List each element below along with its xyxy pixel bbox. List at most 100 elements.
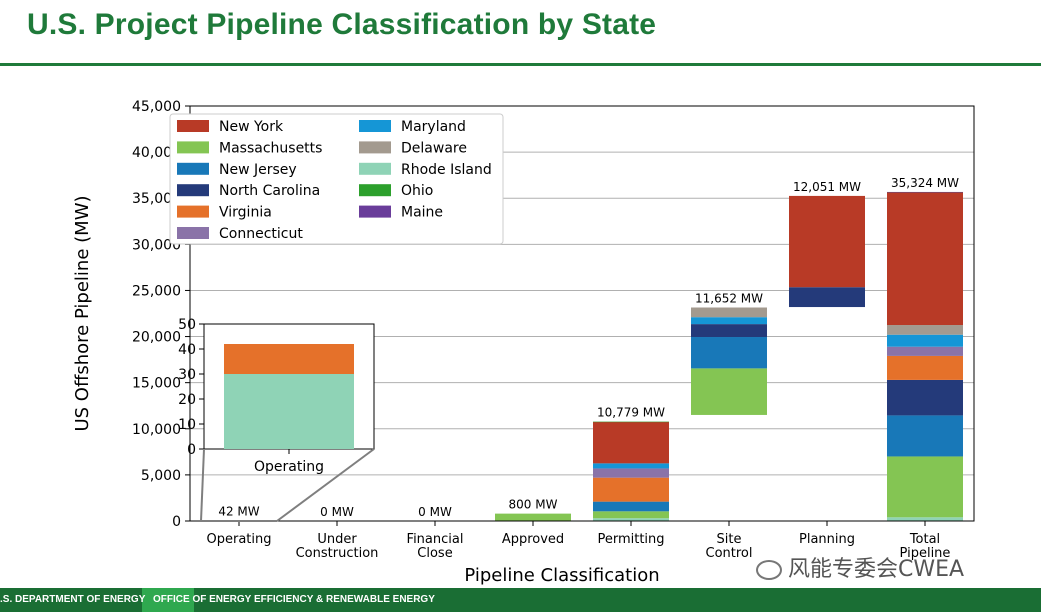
x-tick-label: Planning xyxy=(799,532,855,547)
y-tick-label: 40,000 xyxy=(132,145,181,161)
bar-total-label: 35,324 MW xyxy=(891,176,959,190)
bar-segment-ohio xyxy=(593,421,669,423)
bar-segment-virginia xyxy=(887,355,963,380)
plot-frame xyxy=(189,105,975,522)
title-divider xyxy=(0,63,1041,66)
legend-swatch-new-jersey xyxy=(177,162,209,175)
x-tick-label: Total xyxy=(909,532,940,547)
bar-segment-north-carolina xyxy=(789,287,865,308)
inset-bar-segment-rhode-island xyxy=(224,374,354,449)
legend-label-virginia: Virginia xyxy=(219,205,272,221)
legend-label-north-carolina: North Carolina xyxy=(219,183,320,199)
bar-total-label: 12,051 MW xyxy=(793,180,861,194)
legend-label-connecticut: Connecticut xyxy=(219,226,303,242)
bar-segment-new-jersey xyxy=(887,415,963,457)
x-tick-label: Permitting xyxy=(597,532,664,547)
watermark-text: 风能专委会CWEA xyxy=(788,557,965,582)
bar-segment-virginia xyxy=(593,477,669,502)
y-tick-label: 5,000 xyxy=(141,468,181,484)
x-tick-label: Site xyxy=(717,532,742,547)
y-tick-label: 45,000 xyxy=(132,99,181,115)
bar-segment-connecticut xyxy=(593,468,669,478)
legend-label-maryland: Maryland xyxy=(401,119,466,135)
inset-y-tick-label: 50 xyxy=(178,317,196,333)
x-tick-label: Control xyxy=(706,546,753,561)
bar-segment-new-york xyxy=(789,195,865,288)
footer-eere-label: OFFICE OF ENERGY EFFICIENCY & RENEWABLE … xyxy=(153,594,435,605)
x-tick-label: Construction xyxy=(296,546,379,561)
legend-swatch-connecticut xyxy=(177,227,209,239)
x-tick-label: Approved xyxy=(502,532,564,547)
legend-swatch-maryland xyxy=(359,120,391,132)
bar-segment-rhode-island xyxy=(887,517,963,521)
footer-accent xyxy=(142,588,194,612)
bar-total-label: 11,652 MW xyxy=(695,292,763,306)
bar-segment-new-jersey xyxy=(593,501,669,512)
bar-segment-massachusetts xyxy=(495,513,571,521)
legend-label-ohio: Ohio xyxy=(401,183,433,199)
bar-segment-maryland xyxy=(691,317,767,325)
page-title: U.S. Project Pipeline Classification by … xyxy=(27,8,657,41)
legend-label-rhode-island: Rhode Island xyxy=(401,162,492,178)
bar-segment-rhode-island xyxy=(593,518,669,521)
bar-segment-massachusetts xyxy=(593,511,669,519)
bar-segment-north-carolina xyxy=(691,324,767,338)
legend-swatch-massachusetts xyxy=(177,141,209,154)
bar-segment-new-york xyxy=(887,192,963,326)
bar-segment-maryland xyxy=(887,334,963,347)
x-tick-label: Operating xyxy=(207,532,272,547)
legend-box xyxy=(169,113,504,245)
legend-swatch-virginia xyxy=(177,205,209,218)
legend-swatch-ohio xyxy=(359,184,391,197)
bar-segment-delaware xyxy=(691,307,767,318)
inset-y-tick-label: 20 xyxy=(178,392,196,408)
pipeline-chart: 0 5,000 10,000 15,000 20,000 25,000 30,000 35,0… xyxy=(72,99,975,586)
wechat-icon xyxy=(756,560,782,580)
legend-swatch-delaware xyxy=(359,141,391,154)
inset-y-tick-label: 40 xyxy=(178,342,196,358)
legend-swatch-new-york xyxy=(177,120,209,132)
bar-total-label: 0 MW xyxy=(418,505,452,519)
x-axis-title: Pipeline Classification xyxy=(464,565,659,586)
y-tick-label: 30,000 xyxy=(132,237,181,253)
legend-swatch-rhode-island xyxy=(359,162,391,175)
bar-total-label: 0 MW xyxy=(320,505,354,519)
bar-total-label: 42 MW xyxy=(218,505,259,519)
x-tick-label: Pipeline xyxy=(900,546,951,561)
y-tick-label: 10,000 xyxy=(132,422,181,438)
y-tick-label: 0 xyxy=(172,514,181,530)
bar-segment-connecticut xyxy=(887,346,963,356)
y-axis-title: US Offshore Pipeline (MW) xyxy=(72,195,93,431)
inset-x-tick-label: Operating xyxy=(254,459,324,475)
bar-segment-maryland xyxy=(593,463,669,469)
zoom-connector-right xyxy=(276,448,375,522)
watermark: 风能专委会CWEA xyxy=(756,551,964,583)
legend-label-delaware: Delaware xyxy=(401,140,467,156)
y-tick-label: 25,000 xyxy=(132,283,181,299)
y-tick-label: 20,000 xyxy=(132,330,181,346)
zoom-connector-left xyxy=(200,448,205,522)
y-tick-label: 15,000 xyxy=(132,376,181,392)
legend-label-maine: Maine xyxy=(401,205,443,221)
inset-y-tick-label: 10 xyxy=(178,417,196,433)
bar-segment-new-york xyxy=(593,421,669,464)
inset-y-tick-label: 30 xyxy=(178,367,196,383)
x-tick-label: Financial xyxy=(407,532,464,547)
inset-y-tick-label: 0 xyxy=(187,442,196,458)
bar-segment-maine xyxy=(887,191,963,193)
bar-total-label: 800 MW xyxy=(509,498,558,512)
legend-swatch-maine xyxy=(359,205,391,218)
inset-bar-segment-virginia xyxy=(224,344,354,374)
bar-segment-new-jersey xyxy=(691,337,767,369)
y-tick-label: 35,000 xyxy=(132,191,181,207)
bar-total-label: 10,779 MW xyxy=(597,406,665,420)
legend-label-new-york: New York xyxy=(219,119,284,135)
bar-segment-delaware xyxy=(887,325,963,335)
legend-label-new-jersey: New Jersey xyxy=(219,162,297,178)
legend-label-massachusetts: Massachusetts xyxy=(219,140,322,156)
x-tick-label: Close xyxy=(417,546,452,561)
footer-doe-label: .S. DEPARTMENT OF ENERGY xyxy=(0,594,146,605)
footer-bar: .S. DEPARTMENT OF ENERGY OFFICE OF ENERG… xyxy=(0,588,1041,612)
bar-segment-massachusetts xyxy=(887,456,963,518)
x-tick-label: Under xyxy=(317,532,357,547)
